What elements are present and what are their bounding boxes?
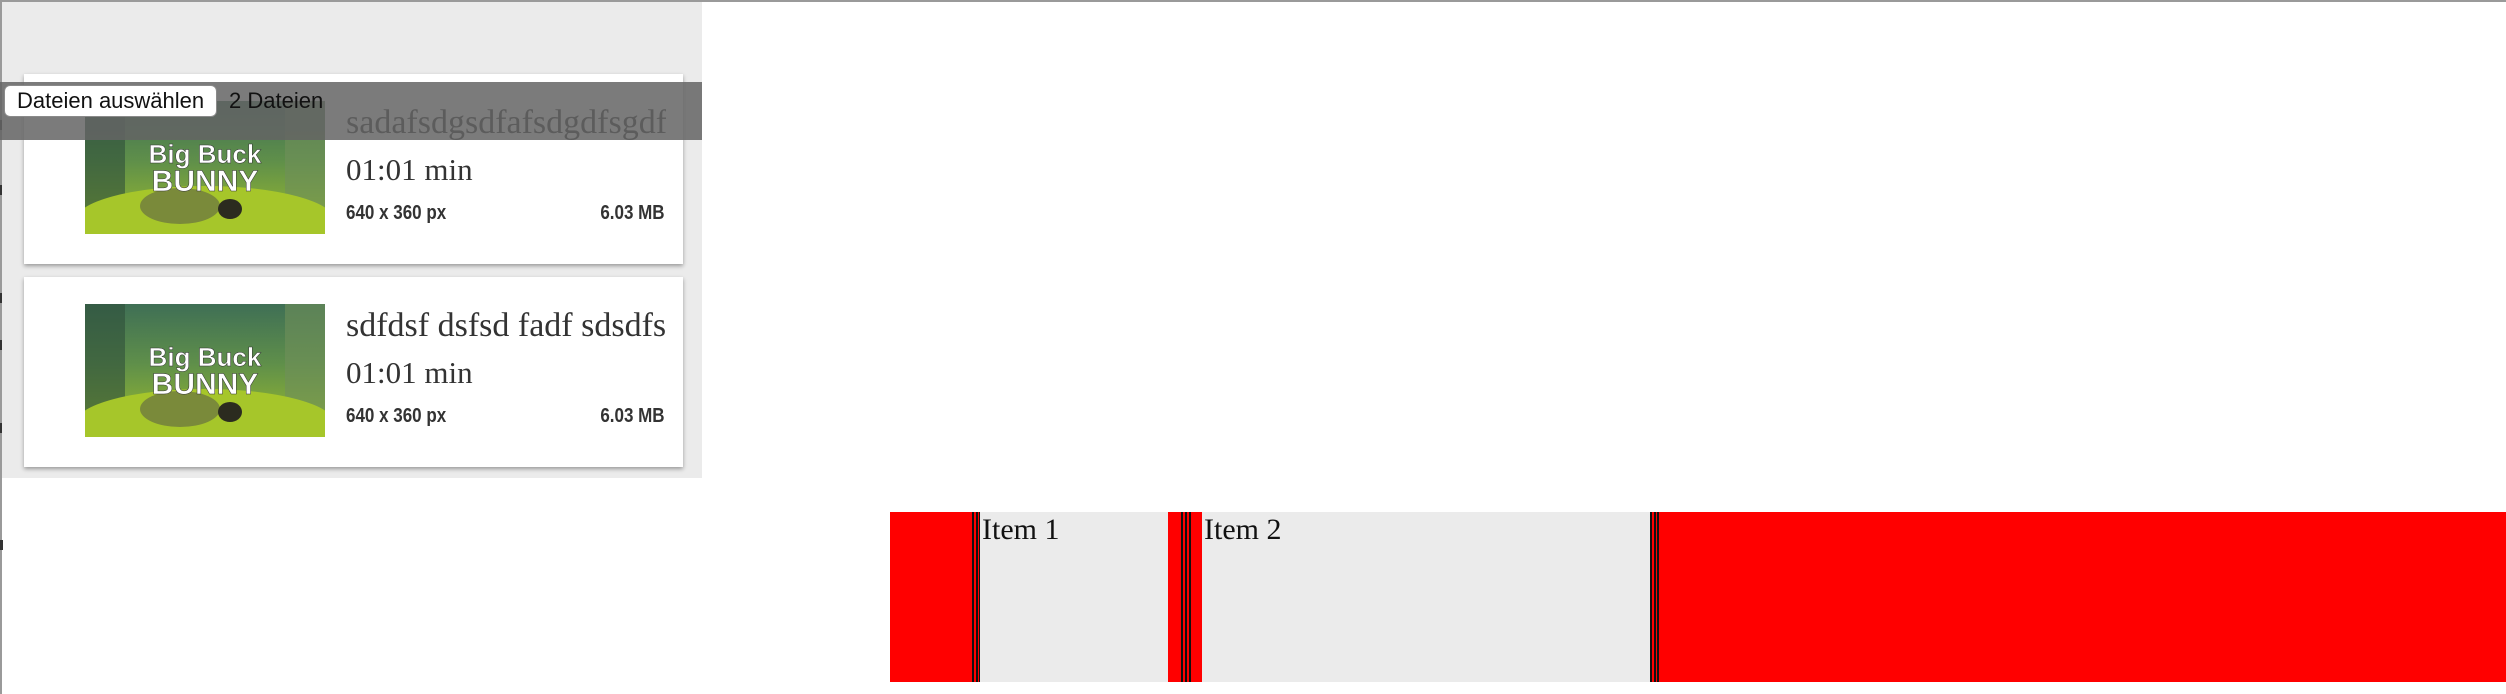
svg-text:BUNNY: BUNNY (152, 165, 259, 198)
video-card[interactable]: Big Buck BUNNY sdfdsf dsfsd fadf sdsdfs … (24, 277, 683, 467)
svg-text:Big Buck: Big Buck (149, 342, 262, 372)
video-title: sdfdsf dsfsd fadf sdsdfs (346, 307, 666, 344)
video-dimensions: 640 x 360 px (346, 202, 447, 224)
flex-item[interactable]: Item 1 (980, 512, 1168, 682)
flex-container: Item 1 Item 2 (890, 512, 2506, 682)
video-file-size: 6.03 MB (600, 405, 665, 427)
video-dimensions: 640 x 360 px (346, 405, 447, 427)
resize-handle[interactable] (1180, 512, 1192, 682)
choose-files-button[interactable]: Dateien auswählen (4, 85, 218, 117)
thumbnail-image: Big Buck BUNNY (85, 304, 325, 437)
selected-files-count: 2 Dateien (229, 88, 324, 113)
window-top-border (0, 0, 2506, 2)
svg-text:Big Buck: Big Buck (149, 139, 262, 169)
video-list-panel: Big Buck BUNNY sadafsdgsdfafsdgdfsgdfsg … (2, 2, 702, 478)
video-card[interactable]: Big Buck BUNNY sadafsdgsdfafsdgdfsgdfsg … (24, 74, 683, 264)
video-duration: 01:01 min (346, 355, 473, 390)
flex-item-label: Item 2 (1204, 513, 1282, 546)
flex-item-label: Item 1 (982, 513, 1060, 546)
resize-handle[interactable] (1650, 512, 1662, 682)
svg-text:BUNNY: BUNNY (152, 368, 259, 401)
video-duration: 01:01 min (346, 152, 473, 187)
video-file-size: 6.03 MB (600, 202, 665, 224)
flex-item[interactable]: Item 2 (1202, 512, 1650, 682)
video-thumbnail[interactable]: Big Buck BUNNY (85, 304, 325, 437)
